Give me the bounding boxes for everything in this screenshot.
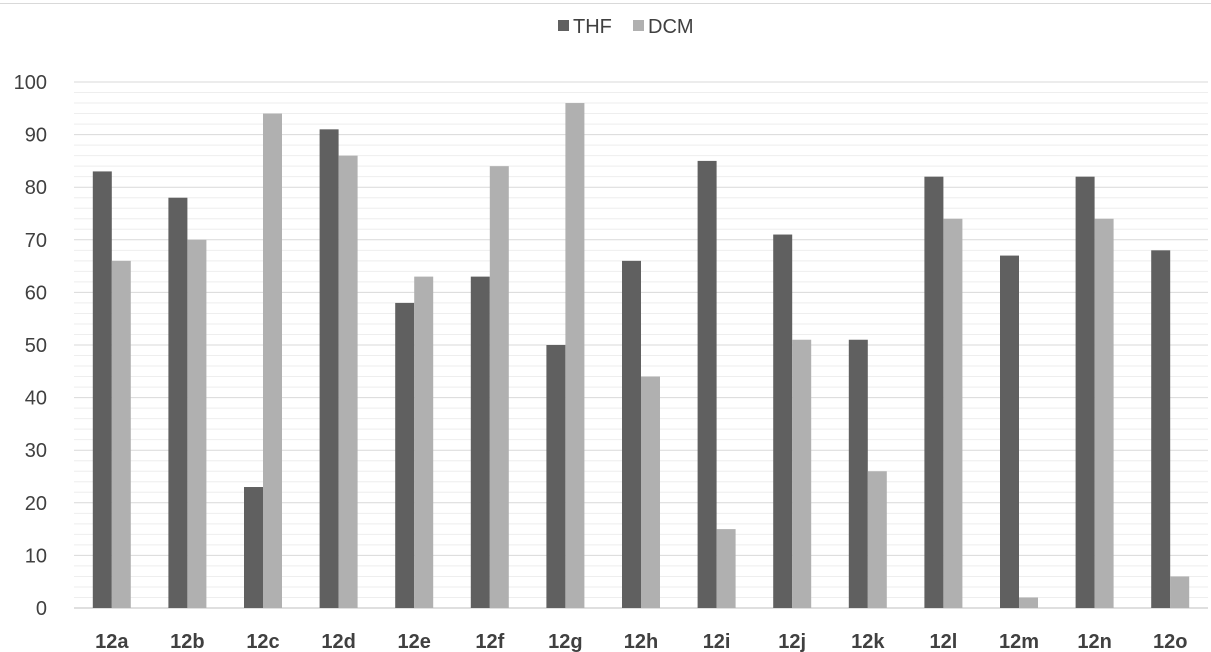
- bar-dcm-12g: [565, 103, 585, 608]
- y-tick-label: 60: [25, 282, 47, 304]
- legend-swatch-dcm: [633, 20, 644, 31]
- x-tick-label: 12i: [703, 631, 731, 652]
- y-tick-label: 90: [25, 125, 47, 147]
- y-tick-label: 70: [25, 230, 47, 252]
- bar-dcm-12o: [1170, 576, 1190, 608]
- bar-dcm-12m: [1019, 597, 1038, 608]
- bar-dcm-12c: [263, 113, 282, 608]
- bar-thf-12h: [622, 260, 641, 608]
- bar-dcm-12h: [641, 376, 660, 608]
- bar-thf-12f: [470, 276, 490, 608]
- x-tick-label: 12e: [398, 631, 431, 652]
- y-tick-label: 40: [25, 388, 47, 410]
- bars: [92, 103, 1190, 609]
- bar-thf-12b: [168, 197, 188, 608]
- y-tick-label: 20: [25, 493, 47, 515]
- bar-thf-12m: [1000, 255, 1019, 608]
- x-tick-label: 12a: [95, 631, 129, 652]
- bar-dcm-12e: [414, 276, 434, 608]
- bar-dcm-12n: [1094, 218, 1114, 608]
- bar-thf-12l: [924, 176, 944, 608]
- y-tick-label: 100: [14, 72, 47, 94]
- legend-label-thf: THF: [573, 16, 612, 38]
- x-tick-label: 12f: [475, 631, 504, 652]
- legend: THF DCM: [558, 16, 694, 38]
- x-tick-label: 12b: [170, 631, 204, 652]
- bar-dcm-12l: [943, 218, 963, 608]
- bar-thf-12a: [92, 171, 112, 609]
- y-tick-label: 10: [25, 545, 47, 567]
- bar-dcm-12j: [792, 339, 812, 608]
- y-tick-label: 80: [25, 177, 47, 199]
- bar-thf-12n: [1075, 176, 1095, 608]
- y-tick-label: 0: [36, 598, 47, 620]
- bar-dcm-12a: [111, 260, 131, 608]
- bar-thf-12g: [546, 345, 566, 608]
- bar-dcm-12f: [489, 166, 509, 608]
- x-tick-label: 12m: [999, 631, 1039, 652]
- bar-thf-12d: [319, 129, 339, 608]
- bar-thf-12o: [1151, 250, 1171, 608]
- x-tick-label: 12n: [1077, 631, 1111, 652]
- bar-dcm-12k: [867, 471, 887, 608]
- bar-dcm-12i: [716, 529, 736, 608]
- x-axis-ticks: 12a 12b 12c 12d 12e 12f 12g 12h 12i 12j 12k 12l 12m 1…: [95, 631, 1187, 652]
- x-tick-label: 12c: [246, 631, 279, 652]
- bar-thf-12e: [395, 302, 415, 608]
- bar-dcm-12b: [187, 239, 207, 609]
- y-axis-ticks: 0 10 20 30 40 50 60 70 80 90 100: [14, 72, 47, 620]
- legend-swatch-thf: [558, 20, 569, 31]
- x-tick-label: 12j: [778, 631, 806, 652]
- x-tick-label: 12l: [929, 631, 957, 652]
- x-tick-label: 12k: [851, 631, 885, 652]
- bar-thf-12k: [848, 339, 868, 608]
- y-tick-label: 30: [25, 440, 47, 462]
- bar-thf-12j: [773, 234, 793, 609]
- chart-frame-border: [0, 3, 1211, 4]
- y-tick-label: 50: [25, 335, 47, 357]
- legend-label-dcm: DCM: [648, 16, 694, 38]
- x-tick-label: 12d: [321, 631, 355, 652]
- bar-dcm-12d: [338, 155, 358, 608]
- x-tick-label: 12g: [548, 631, 582, 652]
- bar-thf-12i: [697, 160, 717, 608]
- bar-thf-12c: [244, 487, 263, 608]
- x-tick-label: 12o: [1153, 631, 1187, 652]
- x-tick-label: 12h: [624, 631, 658, 652]
